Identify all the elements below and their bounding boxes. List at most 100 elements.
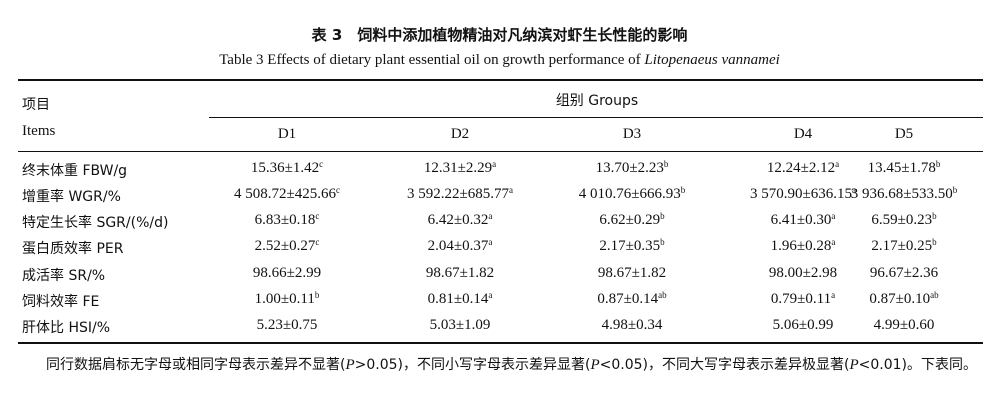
table-cell: 0.81±0.14a [428,291,493,308]
table-cell: 98.67±1.82 [426,265,494,282]
table-cell: 4.99±0.60 [874,317,935,334]
significance-letter: c [315,211,320,221]
table-cell: 3 592.22±685.77a [407,186,513,203]
cell-value: 12.24±2.12 [766,160,836,176]
table-cell: 2.17±0.35b [599,238,664,255]
cell-value: 0.87±0.14 [597,291,659,307]
cell-value: 13.45±1.78 [867,160,936,176]
significance-letter: c [335,185,340,195]
cell-value: 3 570.90±636.15 [750,186,852,202]
table-cell: 1.00±0.11b [255,291,320,308]
table-cell: 4 508.72±425.66c [234,186,340,203]
header-items-cn: 项目 [22,97,50,113]
table-cell: 6.41±0.30a [771,212,836,229]
header-groups: 组别 Groups [555,93,639,109]
table-cell: 5.06±0.99 [773,317,834,334]
footnote-p-symbol-1: P [345,357,355,373]
significance-letter: ab [658,290,667,300]
cell-value: 0.87±0.10 [869,291,931,307]
significance-letter: a [488,290,493,300]
significance-letter: b [935,159,941,169]
table-cell: 6.42±0.32a [428,212,493,229]
cell-value: 98.66±2.99 [252,265,322,281]
table-cell: 12.24±2.12a [767,160,839,177]
cell-value: 6.62±0.29 [599,212,661,228]
row-label: 饲料效率 FE [22,294,100,310]
cell-value: 2.04±0.37 [427,238,489,254]
significance-letter: a [488,211,493,221]
footnote-p-symbol-2: P [590,357,600,373]
significance-letter: a [831,211,836,221]
title-en-species: Litopenaeus vannamei [644,52,780,68]
significance-letter: a [831,290,836,300]
table-cell: 3 570.90±636.15a [750,186,856,203]
table-title-cn: 表 3 饲料中添加植物精油对凡纳滨对虾生长性能的影响 [311,26,688,44]
footnote-part-2: >0.05)，不同小写字母表示差异显著( [354,357,591,373]
groups-rule [209,117,983,118]
column-header-d4: D4 [793,126,813,142]
cell-value: 2.52±0.27 [254,238,316,254]
cell-value: 98.67±1.82 [597,265,667,281]
column-header-d5: D5 [894,126,914,142]
cell-value: 4.99±0.60 [873,317,935,333]
row-label: 特定生长率 SGR/(%/d) [22,215,169,231]
table-cell: 4.98±0.34 [602,317,663,334]
cell-value: 5.06±0.99 [772,317,834,333]
row-label: 成活率 SR/% [22,268,106,284]
cell-value: 0.81±0.14 [427,291,489,307]
row-label: 蛋白质效率 PER [22,241,124,257]
table-cell: 96.67±2.36 [870,265,938,282]
table-cell: 0.87±0.10ab [869,291,938,308]
table-cell: 98.66±2.99 [253,265,321,282]
significance-letter: a [835,159,840,169]
cell-value: 5.23±0.75 [256,317,318,333]
significance-letter: a [488,237,493,247]
significance-letter: b [660,237,665,247]
cell-value: 3 592.22±685.77 [407,186,509,202]
table-cell: 6.62±0.29b [599,212,664,229]
column-header-d1: D1 [277,126,297,142]
cell-value: 5.03±1.09 [429,317,491,333]
row-label: 终末体重 FBW/g [22,163,128,179]
top-rule [18,79,983,81]
significance-letter: b [314,290,320,300]
significance-letter: b [663,159,669,169]
cell-value: 15.36±1.42 [250,160,320,176]
table-cell: 6.59±0.23b [871,212,936,229]
table-cell: 98.00±2.98 [769,265,837,282]
footnote-part-3: <0.05)，不同大写字母表示差异极显著( [599,357,850,373]
cell-value: 12.31±2.29 [423,160,493,176]
table-cell: 0.79±0.11a [771,291,835,308]
column-header-d2: D2 [450,126,470,142]
significance-letter: c [315,237,320,247]
significance-letter: ab [930,290,939,300]
cell-value: 3 936.68±533.50 [850,186,953,202]
column-header-d3: D3 [622,126,642,142]
table-cell: 5.03±1.09 [430,317,491,334]
cell-value: 6.59±0.23 [871,212,933,228]
table-cell: 2.17±0.25b [871,238,936,255]
cell-value: 4 010.76±666.93 [578,186,681,202]
table-cell: 3 936.68±533.50b [851,186,957,203]
cell-value: 0.79±0.11 [770,291,832,307]
bottom-rule [18,342,983,344]
table-cell: 6.83±0.18c [255,212,320,229]
significance-letter: a [851,185,856,195]
table-cell: 2.52±0.27c [255,238,320,255]
table-cell: 5.23±0.75 [257,317,318,334]
significance-letter: b [660,211,665,221]
table-cell: 0.87±0.14ab [597,291,666,308]
table-cell: 13.70±2.23b [596,160,669,177]
cell-value: 2.17±0.35 [599,238,661,254]
cell-value: 6.42±0.32 [427,212,489,228]
significance-letter: a [831,237,836,247]
table-cell: 12.31±2.29a [424,160,496,177]
cell-value: 98.67±1.82 [425,265,495,281]
cell-value: 1.96±0.28 [770,238,832,254]
cell-value: 13.70±2.23 [595,160,664,176]
cell-value: 4.98±0.34 [601,317,663,333]
footnote-part-1: 同行数据肩标无字母或相同字母表示差异不显著( [46,357,346,373]
header-rule [18,151,983,152]
table-footnote: 同行数据肩标无字母或相同字母表示差异不显著(P>0.05)，不同小写字母表示差异… [18,352,983,378]
significance-letter: b [932,237,937,247]
